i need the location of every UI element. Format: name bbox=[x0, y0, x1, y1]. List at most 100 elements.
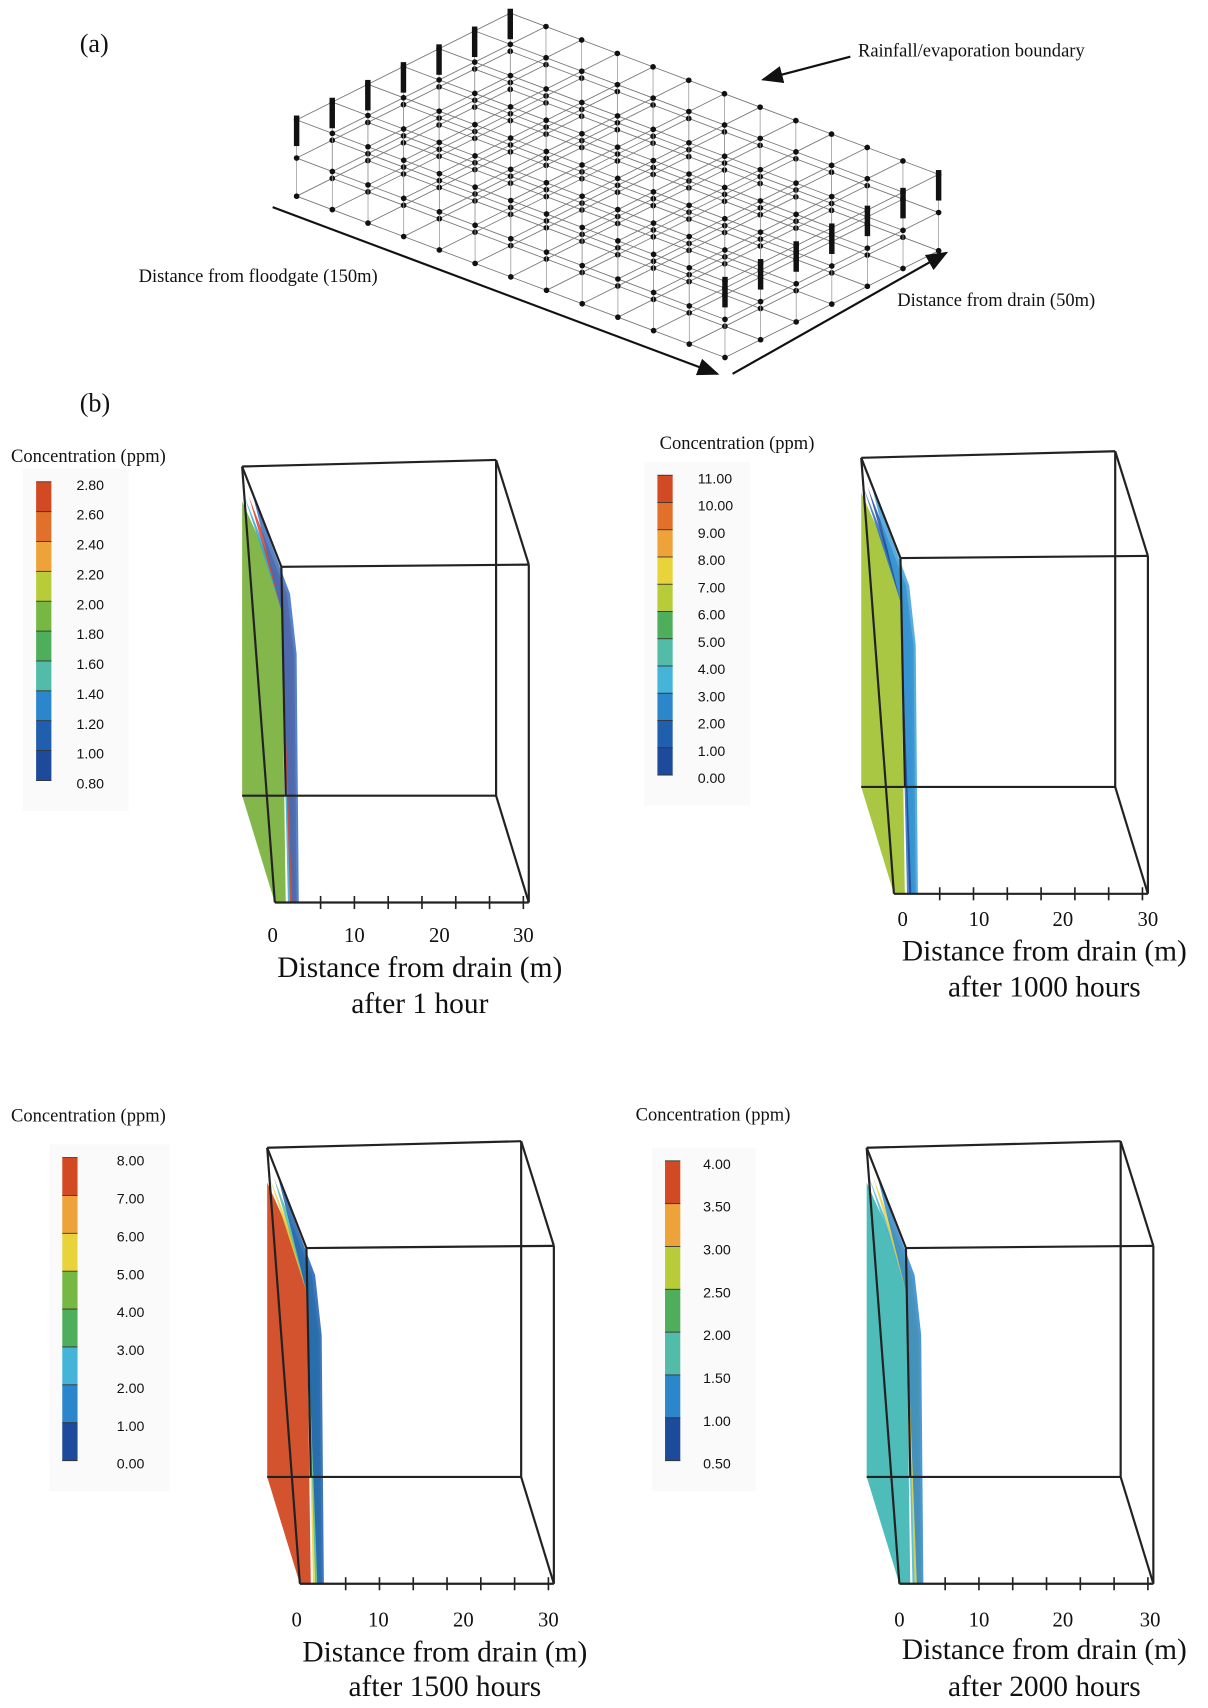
mesh-node bbox=[685, 77, 692, 84]
caption: after 1500 hours bbox=[348, 1671, 541, 1703]
mesh-node bbox=[472, 222, 478, 229]
mesh-node bbox=[507, 41, 514, 48]
mesh-node bbox=[579, 130, 585, 137]
mesh-node bbox=[793, 149, 799, 155]
mesh-node bbox=[329, 97, 335, 129]
mesh-node bbox=[828, 162, 835, 169]
mesh-node bbox=[543, 86, 549, 92]
box-edge bbox=[241, 466, 283, 568]
mesh-node bbox=[579, 262, 586, 269]
legend-tick-label: 2.50 bbox=[703, 1285, 731, 1301]
mesh-node bbox=[329, 168, 336, 175]
mesh-node bbox=[543, 179, 550, 186]
x-tick-label: 10 bbox=[969, 1610, 990, 1632]
legend-tick-label: 0.50 bbox=[703, 1457, 731, 1473]
mesh-node bbox=[864, 175, 871, 182]
mesh-node bbox=[793, 117, 799, 124]
legend-tick-label: 2.80 bbox=[76, 478, 104, 494]
mesh-node bbox=[721, 184, 728, 191]
colorbar-segment bbox=[62, 1422, 78, 1462]
colorbar-segment bbox=[62, 1157, 78, 1196]
annotation: Distance from floodgate (150m) bbox=[139, 266, 378, 287]
mesh-node bbox=[615, 314, 621, 321]
box-edge bbox=[280, 566, 287, 796]
mesh-node bbox=[471, 26, 478, 58]
mesh-node bbox=[365, 112, 371, 119]
box-edge bbox=[495, 795, 530, 903]
mesh-node bbox=[614, 50, 621, 57]
legend-tick-label: 7.00 bbox=[698, 580, 726, 596]
mesh-node bbox=[650, 289, 657, 296]
legend-tick-label: 0.00 bbox=[698, 771, 726, 787]
mesh-node bbox=[507, 103, 514, 110]
colorbar-segment bbox=[657, 611, 673, 640]
mesh-node bbox=[614, 81, 621, 88]
mesh-node bbox=[472, 260, 478, 267]
x-tick-label: 20 bbox=[429, 925, 450, 947]
mesh-node bbox=[686, 171, 692, 177]
x-tick-label: 30 bbox=[1140, 1610, 1161, 1632]
legend-tick-label: 4.00 bbox=[703, 1157, 731, 1173]
x-axis-label: Distance from drain (m) bbox=[902, 1634, 1187, 1666]
box-edge bbox=[267, 1140, 522, 1149]
concentration-band bbox=[278, 1177, 324, 1584]
mesh-node bbox=[436, 77, 442, 83]
x-tick-label: 10 bbox=[969, 909, 990, 931]
legend-tick-label: 1.80 bbox=[76, 627, 104, 643]
colorbar-segment bbox=[665, 1246, 681, 1290]
mesh-node bbox=[828, 193, 835, 200]
mesh-node bbox=[900, 265, 906, 272]
colorbar-segment bbox=[36, 481, 52, 513]
concentration-band bbox=[877, 1177, 924, 1584]
caption: after 1000 hours bbox=[948, 971, 1141, 1003]
box-edge bbox=[865, 1147, 901, 1584]
mesh-node bbox=[400, 195, 407, 202]
box-edge bbox=[899, 558, 906, 787]
mesh-node bbox=[686, 108, 692, 115]
legend-tick-label: 0.00 bbox=[117, 1457, 145, 1473]
mesh-node bbox=[650, 220, 657, 226]
mesh-node bbox=[721, 122, 728, 128]
legend-tick-label: 1.00 bbox=[76, 747, 104, 763]
colorbar-segment bbox=[657, 638, 673, 667]
mesh-node bbox=[650, 327, 657, 334]
box-edge bbox=[861, 450, 1116, 459]
colorbar-segment bbox=[665, 1289, 681, 1333]
legend-title: Concentration (ppm) bbox=[11, 1105, 166, 1126]
arrow bbox=[272, 206, 720, 376]
colorbar-segment bbox=[657, 502, 673, 531]
mesh-node bbox=[793, 280, 800, 287]
concentration-band bbox=[253, 495, 299, 903]
box-edge bbox=[306, 1244, 554, 1250]
legend-tick-label: 10.00 bbox=[698, 499, 734, 515]
colorbar-segment bbox=[657, 665, 673, 694]
mesh-node bbox=[579, 99, 585, 106]
x-axis-label: Distance from drain (m) bbox=[902, 935, 1187, 967]
colorbar-segment bbox=[36, 690, 52, 722]
mesh bbox=[293, 8, 942, 361]
mesh-node bbox=[436, 44, 442, 75]
legend-title: Concentration (ppm) bbox=[11, 446, 166, 467]
colorbar-segment bbox=[657, 693, 673, 722]
mesh-node bbox=[400, 126, 407, 132]
x-axis-label: Distance from drain (m) bbox=[302, 1636, 587, 1668]
colorbar-segment bbox=[665, 1374, 681, 1419]
colorbar-segment bbox=[36, 720, 52, 752]
mesh-node bbox=[793, 319, 800, 325]
annotation: Distance from drain (50m) bbox=[897, 290, 1095, 311]
mesh-node bbox=[686, 303, 693, 309]
mesh-node bbox=[757, 298, 764, 305]
x-tick-label: 10 bbox=[344, 925, 365, 947]
mesh-node bbox=[615, 276, 621, 282]
mesh-node bbox=[686, 202, 692, 209]
x-tick-label: 20 bbox=[453, 1610, 474, 1632]
legend-tick-label: 11.00 bbox=[698, 471, 733, 487]
box-edge bbox=[1119, 1140, 1155, 1247]
legend-tick-label: 6.00 bbox=[698, 608, 726, 624]
mesh-node bbox=[400, 233, 407, 240]
legend-tick-label: 3.00 bbox=[698, 689, 726, 705]
mesh-node bbox=[757, 166, 764, 173]
legend-tick-label: 1.40 bbox=[76, 687, 104, 703]
box-edge bbox=[520, 1140, 555, 1247]
colorbar-segment bbox=[665, 1160, 681, 1205]
